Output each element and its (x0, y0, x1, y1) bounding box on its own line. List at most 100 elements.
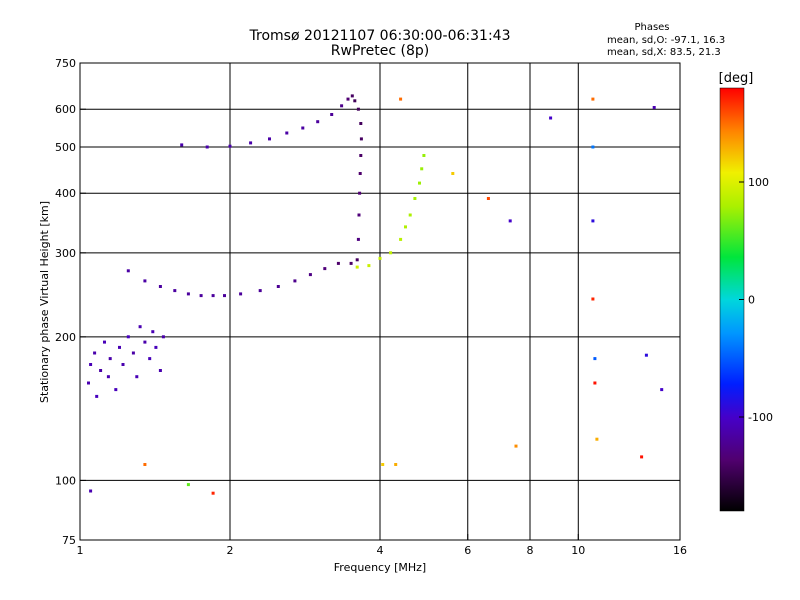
data-point (103, 340, 106, 344)
data-point (186, 483, 190, 487)
data-point (591, 145, 595, 149)
data-point (211, 491, 215, 495)
data-point (514, 444, 518, 448)
data-point (359, 154, 363, 157)
data-point (308, 273, 312, 277)
x-tick-label: 1 (77, 544, 84, 557)
data-point (180, 143, 184, 147)
data-point (114, 388, 118, 392)
x-tick-label: 4 (377, 544, 384, 557)
x-tick-label: 16 (673, 544, 687, 557)
data-point (394, 463, 398, 466)
data-point (640, 455, 644, 459)
data-point (591, 297, 595, 301)
y-tick-label: 750 (55, 57, 76, 70)
data-point (205, 145, 209, 149)
data-point (399, 97, 403, 101)
chart-title: Tromsø 20121107 06:30:00-06:31:43 (249, 28, 511, 44)
data-point (422, 154, 426, 157)
data-point (228, 144, 232, 148)
data-point (353, 99, 357, 103)
data-point (399, 237, 403, 241)
y-tick-label: 300 (55, 247, 76, 260)
data-point (93, 351, 97, 355)
data-point (378, 256, 382, 260)
colorbar: -100 0 100 (719, 87, 773, 512)
data-point (173, 289, 177, 293)
data-point (336, 261, 340, 265)
data-point (340, 104, 344, 108)
y-tick-label: 600 (55, 103, 76, 116)
data-point (593, 381, 597, 385)
data-point (118, 345, 121, 349)
data-point (356, 237, 360, 241)
y-axis-label: Stationary phase Virtual Height [km] (38, 201, 51, 403)
data-point (451, 172, 455, 175)
data-point (158, 369, 162, 372)
data-point (367, 264, 371, 268)
data-point (268, 137, 271, 141)
data-point (330, 113, 334, 116)
axes: 1 2 4 6 8 10 16 75 100 200 300 400 500 600 750 (55, 57, 687, 557)
colorbar-tick-label: 0 (748, 294, 755, 307)
data-point (316, 120, 320, 124)
data-point (293, 279, 297, 283)
data-point (381, 463, 385, 466)
data-point (211, 294, 215, 298)
data-point (358, 191, 362, 195)
colorbar-tick-label: 100 (748, 176, 769, 189)
data-point (349, 261, 353, 265)
data-point (95, 394, 99, 398)
x-tick-label: 6 (464, 544, 471, 557)
data-point (87, 381, 90, 385)
data-points (87, 94, 664, 495)
data-point (593, 357, 597, 361)
y-tick-label: 400 (55, 187, 76, 200)
data-point (126, 269, 130, 273)
data-point (249, 141, 253, 145)
data-point (346, 97, 350, 101)
x-tick-label: 10 (571, 544, 585, 557)
stats-o-mode: mean, sd,O: -97.1, 16.3 (607, 35, 725, 46)
stats-heading: Phases (634, 22, 669, 33)
data-point (350, 94, 354, 98)
data-point (418, 181, 421, 185)
data-point (359, 122, 363, 125)
data-point (355, 265, 359, 269)
x-tick-label: 2 (227, 544, 234, 557)
data-point (143, 340, 147, 344)
data-point (89, 489, 93, 493)
data-point (138, 325, 142, 329)
data-point (135, 375, 139, 379)
data-point (143, 279, 147, 283)
data-point (358, 172, 362, 175)
data-point (143, 463, 147, 466)
data-point (154, 345, 158, 349)
colorbar-tick-label: -100 (748, 411, 773, 424)
grid (80, 63, 680, 540)
data-point (644, 353, 648, 357)
y-tick-label: 200 (55, 331, 76, 344)
data-point (121, 363, 125, 366)
data-point (199, 294, 203, 298)
data-point (660, 388, 664, 392)
data-point (89, 363, 93, 366)
data-point (108, 357, 112, 361)
data-point (148, 357, 152, 361)
data-point (355, 258, 359, 262)
data-point (223, 294, 226, 298)
data-point (158, 285, 162, 288)
y-tick-label: 100 (55, 474, 76, 487)
data-point (404, 225, 407, 229)
data-point (508, 219, 512, 223)
stats-x-mode: mean, sd,X: 83.5, 21.3 (607, 47, 721, 58)
data-point (258, 289, 262, 293)
data-point (549, 116, 553, 120)
data-point (420, 167, 424, 171)
data-point (408, 213, 412, 217)
data-point (359, 137, 363, 141)
data-point (106, 375, 110, 379)
y-tick-label: 500 (55, 141, 76, 154)
data-point (99, 369, 103, 372)
